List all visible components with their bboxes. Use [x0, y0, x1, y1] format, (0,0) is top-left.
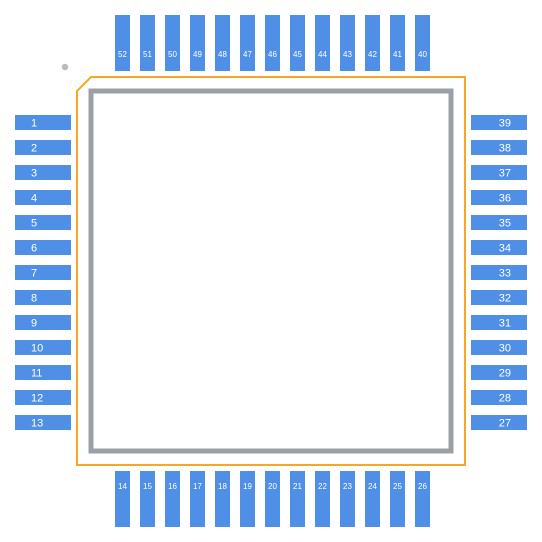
pin-label-42: 42 — [368, 50, 377, 59]
pin-4 — [15, 190, 71, 205]
pin-45 — [290, 15, 305, 71]
pin-50 — [165, 15, 180, 71]
pin-label-40: 40 — [418, 50, 427, 59]
pins-left: 12345678910111213 — [15, 115, 71, 430]
pin-7 — [15, 265, 71, 280]
pins-right: 39 38 37 36 35 34 33 32 31 30 29 28 27 — [471, 115, 527, 430]
pin-label-32: 32 — [499, 292, 511, 304]
pin-label-43: 43 — [343, 50, 352, 59]
pin-label-7: 7 — [31, 267, 37, 279]
pin-41 — [390, 15, 405, 71]
pin-47 — [240, 15, 255, 71]
pin-6 — [15, 240, 71, 255]
pin-label-2: 2 — [31, 142, 37, 154]
pin-9 — [15, 315, 71, 330]
pin-label-3: 3 — [31, 167, 37, 179]
pin-52 — [115, 15, 130, 71]
pin-21 — [290, 471, 305, 527]
pin-label-39: 39 — [499, 117, 511, 129]
pin-label-35: 35 — [499, 217, 511, 229]
pin-label-25: 25 — [393, 482, 402, 491]
pin-14 — [115, 471, 130, 527]
qfp-package-diagram: 1234567891011121339383736353433323130292… — [0, 0, 542, 542]
pin-label-23: 23 — [343, 482, 352, 491]
pin-label-1: 1 — [31, 117, 37, 129]
pin-label-37: 37 — [499, 167, 511, 179]
pin-label-19: 19 — [243, 482, 252, 491]
pin-17 — [190, 471, 205, 527]
pin-43 — [340, 15, 355, 71]
pin-label-22: 22 — [318, 482, 327, 491]
pin-label-38: 38 — [499, 142, 511, 154]
pin-label-36: 36 — [499, 192, 511, 204]
pin-25 — [390, 471, 405, 527]
pin-22 — [315, 471, 330, 527]
pin-label-52: 52 — [118, 50, 127, 59]
pin-label-24: 24 — [368, 482, 377, 491]
pin-1 — [15, 115, 71, 130]
pin-label-5: 5 — [31, 217, 37, 229]
pin-19 — [240, 471, 255, 527]
pin-label-15: 15 — [143, 482, 152, 491]
pin-label-46: 46 — [268, 50, 277, 59]
pin1-marker-icon — [62, 64, 68, 70]
pin-label-50: 50 — [168, 50, 177, 59]
pin-label-17: 17 — [193, 482, 202, 491]
pin-20 — [265, 471, 280, 527]
pin-49 — [190, 15, 205, 71]
pin-23 — [340, 471, 355, 527]
pin-label-11: 11 — [31, 367, 42, 379]
pin-label-10: 10 — [31, 342, 43, 354]
chip-body-outline — [77, 77, 465, 465]
pin-label-48: 48 — [218, 50, 227, 59]
pin-label-34: 34 — [499, 242, 511, 254]
pin-8 — [15, 290, 71, 305]
pin-51 — [140, 15, 155, 71]
pin-2 — [15, 140, 71, 155]
pin-24 — [365, 471, 380, 527]
pin-label-27: 27 — [499, 417, 511, 429]
pin-label-26: 26 — [418, 482, 427, 491]
pin-label-51: 51 — [143, 50, 152, 59]
pin-label-4: 4 — [31, 192, 37, 204]
pin-label-20: 20 — [268, 482, 277, 491]
pin-16 — [165, 471, 180, 527]
pin-label-9: 9 — [31, 317, 37, 329]
pin-label-8: 8 — [31, 292, 37, 304]
pin-40 — [415, 15, 430, 71]
pins-top: 52 51 50 49 48 47 46 45 44 43 42 41 40 — [115, 15, 430, 71]
pin-label-44: 44 — [318, 50, 327, 59]
pin-label-12: 12 — [31, 392, 43, 404]
pin-44 — [315, 15, 330, 71]
pin-label-45: 45 — [293, 50, 302, 59]
pin-label-14: 14 — [118, 482, 127, 491]
pin-5 — [15, 215, 71, 230]
pin-label-31: 31 — [499, 317, 511, 329]
pins-bottom: 14 15 16 17 18 19 20 21 22 23 24 25 26 — [115, 471, 430, 527]
pin-15 — [140, 471, 155, 527]
pin-46 — [265, 15, 280, 71]
pin-3 — [15, 165, 71, 180]
pin-label-47: 47 — [243, 50, 252, 59]
pin-label-21: 21 — [293, 482, 302, 491]
pin-11 — [15, 365, 71, 380]
pin-label-41: 41 — [393, 50, 402, 59]
pin-label-33: 33 — [499, 267, 511, 279]
pin-26 — [415, 471, 430, 527]
pin-48 — [215, 15, 230, 71]
pin-label-6: 6 — [31, 242, 37, 254]
pin-label-28: 28 — [499, 392, 511, 404]
pin-label-13: 13 — [31, 417, 43, 429]
pin-label-18: 18 — [218, 482, 227, 491]
pin-label-29: 29 — [499, 367, 511, 379]
pin-label-16: 16 — [168, 482, 177, 491]
pin-42 — [365, 15, 380, 71]
pin-label-30: 30 — [499, 342, 511, 354]
pin-18 — [215, 471, 230, 527]
pin-label-49: 49 — [193, 50, 202, 59]
